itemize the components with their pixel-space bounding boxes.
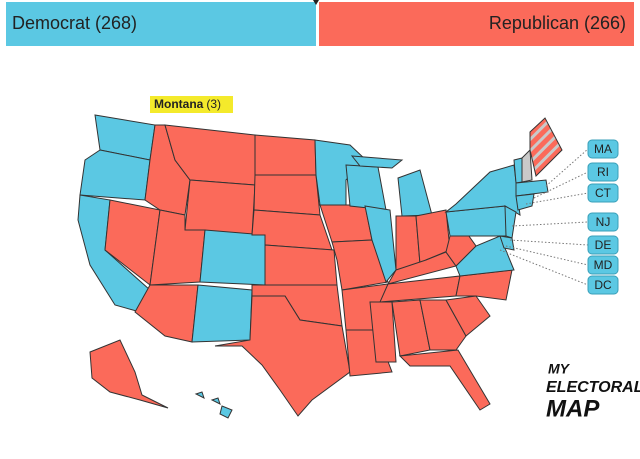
state[interactable] (521, 148, 533, 183)
state[interactable] (445, 231, 477, 267)
logo-line: MY (548, 361, 571, 377)
state[interactable] (515, 193, 535, 211)
state[interactable] (515, 179, 549, 197)
leader-line (545, 148, 589, 187)
logo-line: MAP (546, 395, 600, 422)
tooltip: Montana (3) (154, 97, 221, 111)
state[interactable] (345, 329, 393, 377)
logo: MY ELECTORAL MAP (546, 361, 640, 423)
state-button-label: RI (597, 165, 609, 179)
tooltip-state: Montana (154, 97, 204, 111)
state[interactable] (369, 301, 397, 363)
midpoint-marker (313, 0, 319, 5)
state[interactable] (191, 284, 253, 343)
leader-line (505, 245, 589, 266)
state[interactable] (184, 179, 256, 236)
state[interactable] (513, 157, 523, 184)
state-button[interactable] (587, 162, 619, 182)
tooltip-votes: (3) (206, 97, 221, 111)
republican-bar (319, 2, 634, 46)
state[interactable] (529, 117, 563, 177)
state-button-label: MA (594, 142, 612, 156)
state[interactable] (364, 205, 397, 284)
state[interactable] (419, 299, 467, 351)
state[interactable] (254, 134, 317, 176)
state-button-label: CT (595, 186, 612, 200)
state-button[interactable] (587, 275, 619, 295)
state-button-label: NJ (596, 215, 611, 229)
state-button[interactable] (587, 139, 619, 159)
state[interactable] (89, 339, 169, 409)
state-button-label: MD (594, 258, 613, 272)
state-button[interactable] (587, 183, 619, 203)
state-button-label: DC (594, 278, 612, 292)
democrat-label: Democrat (268) (12, 13, 137, 33)
state[interactable] (350, 155, 404, 169)
state[interactable] (444, 164, 521, 216)
state-button-label: DE (595, 238, 612, 252)
state-button[interactable] (587, 235, 619, 255)
tooltip-box (150, 96, 233, 113)
us-map (77, 114, 563, 419)
state[interactable] (199, 229, 266, 286)
logo-line: ELECTORAL (546, 379, 640, 396)
state[interactable] (331, 239, 389, 291)
leader-line (533, 171, 589, 199)
republican-label: Republican (266) (489, 13, 626, 33)
state[interactable] (79, 149, 151, 201)
state-button[interactable] (587, 255, 619, 275)
state[interactable] (214, 295, 351, 417)
state[interactable] (499, 235, 515, 251)
state[interactable] (398, 349, 491, 411)
state-button[interactable] (587, 212, 619, 232)
state[interactable] (194, 391, 233, 419)
leader-line (511, 221, 589, 227)
state[interactable] (455, 269, 513, 301)
small-state-labels: MA RI CT NJ DE MD DC (499, 139, 619, 295)
leader-line (509, 239, 589, 246)
state[interactable] (253, 174, 321, 216)
democrat-bar (6, 2, 316, 46)
state[interactable] (264, 244, 338, 286)
state[interactable] (134, 284, 199, 343)
state[interactable] (445, 295, 491, 337)
